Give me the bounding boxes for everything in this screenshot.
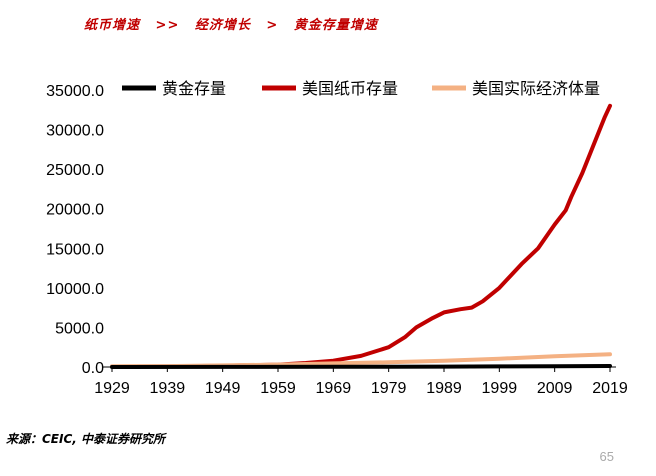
x-tick-label: 1999 (482, 380, 518, 397)
line-chart: 0.0 5000.0 10000.0 15000.0 20000.0 25000.0 300… (46, 79, 628, 397)
y-tick-label: 25000.0 (46, 162, 104, 179)
x-tick-label: 1929 (94, 380, 130, 397)
header-part-2: 经济增长 (194, 18, 251, 33)
series-line-1 (110, 103, 612, 369)
y-tick-label: 0.0 (82, 360, 104, 377)
x-tick-label: 1969 (316, 380, 352, 397)
header-part-3: 黄金存量增速 (293, 18, 378, 33)
x-tick-label: 1959 (260, 380, 296, 397)
source-note: 来源：CEIC, 中泰证券研究所 (6, 432, 166, 446)
x-tick-label: 2019 (592, 380, 628, 397)
x-tick-label: 1939 (150, 380, 186, 397)
page-number: 65 (599, 449, 614, 464)
x-tick-label: 1949 (205, 380, 241, 397)
header-part-1: 纸币增速 (84, 18, 141, 33)
x-tick-label: 1979 (371, 380, 407, 397)
y-tick-label: 30000.0 (46, 123, 104, 140)
series-line-0 (110, 364, 612, 369)
y-tick-label: 15000.0 (46, 241, 104, 258)
chart-header: 纸币增速 >> 经济增长 > 黄金存量增速 (84, 14, 378, 33)
y-tick-label: 5000.0 (55, 320, 104, 337)
legend-label-1: 美国纸币存量 (302, 79, 398, 98)
legend-label-0: 黄金存量 (162, 79, 226, 98)
legend-label-2: 美国实际经济体量 (472, 79, 600, 98)
y-tick-label: 10000.0 (46, 281, 104, 298)
header-separator-2: > (266, 18, 279, 33)
y-tick-label: 20000.0 (46, 202, 104, 219)
x-tick-label: 1989 (426, 380, 462, 397)
x-tick-label: 2009 (537, 380, 573, 397)
y-tick-label: 35000.0 (46, 83, 104, 100)
header-separator-1: >> (155, 18, 180, 33)
